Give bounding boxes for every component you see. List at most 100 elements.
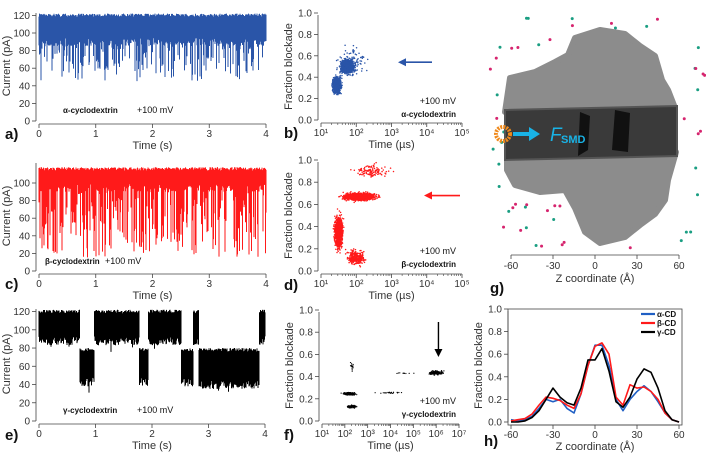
x-tick-label: 10⁵ [454,279,469,290]
data-point [344,65,347,67]
data-point [352,48,354,51]
y-tick-label: 120 [13,307,30,318]
scatter-points [332,161,395,268]
data-point [360,70,363,72]
data-point [339,215,342,217]
data-point [336,246,339,248]
data-point [356,65,358,67]
data-point [332,227,335,230]
data-point [338,220,340,223]
data-point [353,56,355,58]
data-point [348,52,351,55]
data-point [352,57,354,60]
x-tick-label: 1 [93,279,99,290]
data-point [342,68,344,70]
data-point [343,226,345,229]
data-point [332,87,335,89]
data-point [339,74,341,77]
data-point [346,70,349,72]
x-tick-label: 4 [262,429,268,440]
x-axis-label: Time (s) [132,440,172,452]
data-point [343,70,345,72]
y-tick-label: 0 [24,417,30,428]
data-point [349,52,352,55]
data-point [346,52,348,54]
data-point [355,72,358,75]
data-point [335,77,337,79]
data-point [341,74,343,77]
data-point [343,60,346,63]
data-point [351,66,354,69]
panel-label: a) [5,126,18,143]
data-point [336,68,338,71]
data-point [339,244,341,246]
data-point [355,61,357,63]
molecule-label: γ-cyclodextrin [63,406,117,415]
data-point [336,208,339,210]
data-point [339,234,342,237]
voltage-label: +100 mV [105,256,141,266]
data-point [338,65,341,67]
data-point [338,218,341,221]
y-tick-label: 1.0 [298,156,312,167]
arrow-head-icon [398,58,406,67]
scatter-points [331,44,369,96]
data-point [356,62,359,64]
data-point [336,67,338,69]
y-tick-label: 0.0 [298,116,312,127]
data-point [354,64,357,66]
data-point [336,81,338,83]
x-tick-label: 10² [349,279,364,290]
data-point [339,71,341,73]
data-point [345,67,347,69]
data-point [334,215,336,218]
x-axis-label: Time (µs) [368,290,414,302]
data-point [352,60,354,62]
y-tick-label: 0.2 [298,244,312,255]
data-point [340,237,343,240]
data-point [338,76,341,78]
data-point [340,224,343,227]
y-tick-label: 80 [19,344,31,355]
current-trace [38,309,266,393]
data-point [351,62,354,65]
y-tick-label: 0.4 [298,73,312,84]
data-point [339,79,342,82]
x-tick-label: 0 [36,429,42,440]
data-point [356,69,359,71]
data-point [338,82,341,85]
data-point [339,228,341,231]
data-point [334,89,337,91]
y-tick-label: 40 [19,380,31,391]
data-point [338,88,341,90]
data-point [335,82,337,84]
data-point [356,59,359,61]
x-tick-label: 10⁵ [454,128,469,139]
data-point [337,241,339,243]
data-point [332,90,334,92]
x-tick-label: 4 [263,279,269,290]
data-point [339,239,342,242]
data-point [339,223,342,225]
data-point [348,68,350,71]
data-point [344,70,347,73]
data-point [343,63,345,66]
data-point [333,225,335,228]
data-point [335,248,337,250]
x-tick-label: 10¹ [314,279,329,290]
data-point [361,56,364,58]
data-point [341,84,343,87]
data-point [335,84,338,87]
data-point [349,67,352,70]
data-point [350,58,352,60]
y-tick-label: 0.6 [298,51,312,62]
data-point [341,241,343,243]
y-tick-label: 0.4 [298,222,312,233]
data-point [339,67,342,70]
data-point [354,66,356,69]
data-point [336,248,339,251]
data-point [349,60,352,62]
